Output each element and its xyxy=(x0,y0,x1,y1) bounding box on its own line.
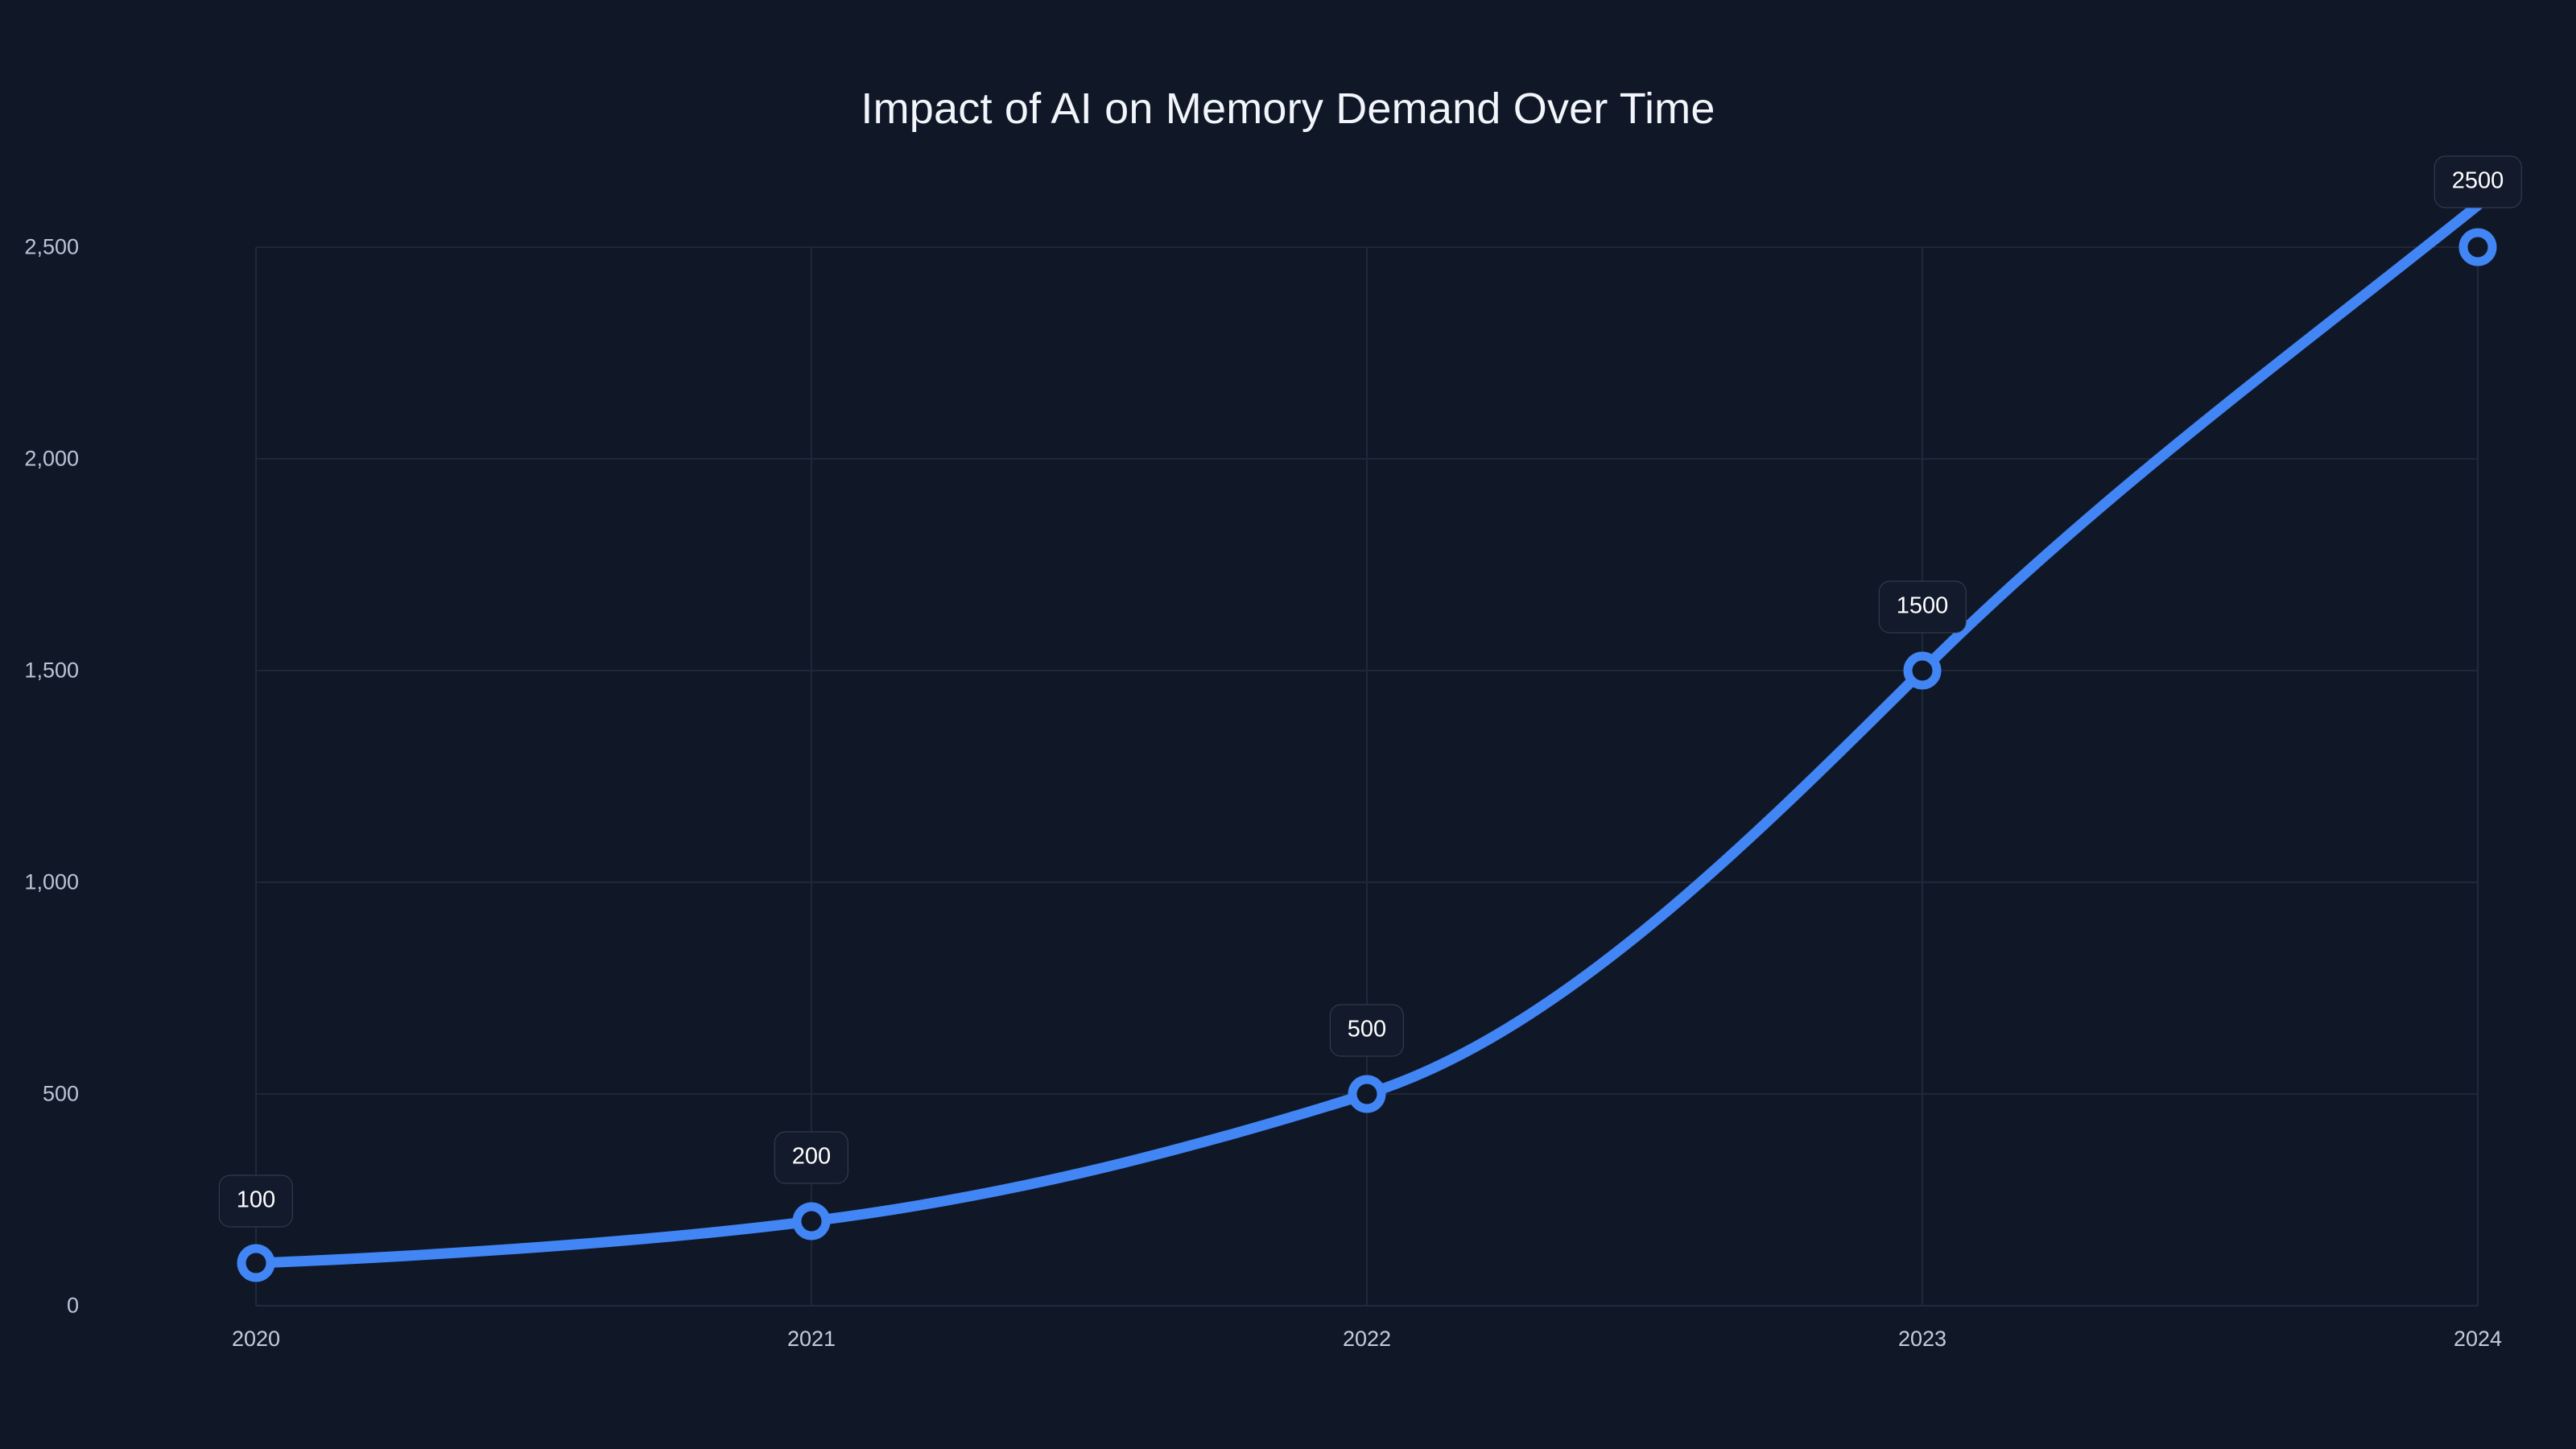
y-tick-label-2000: 2,000 xyxy=(24,446,79,471)
y-tick-label-1000: 1,000 xyxy=(24,869,79,894)
data-label-badge-2024: 2500 xyxy=(2434,155,2522,208)
x-tick-label-2024: 2024 xyxy=(2453,1327,2503,1351)
x-tick-label-2020: 2020 xyxy=(231,1327,281,1351)
y-tick-label-1500: 1,500 xyxy=(24,658,79,683)
chart-title: Impact of AI on Memory Demand Over Time xyxy=(861,85,1715,133)
data-point-marker-2024[interactable] xyxy=(2458,228,2497,266)
x-tick-label-2022: 2022 xyxy=(1342,1327,1392,1351)
data-label-badge-2021: 200 xyxy=(774,1131,849,1184)
data-point-marker-2023[interactable] xyxy=(1903,651,1942,690)
data-label-badge-2022: 500 xyxy=(1329,1004,1405,1057)
y-tick-label-500: 500 xyxy=(42,1081,79,1106)
data-line-memory-demand xyxy=(250,200,2483,1269)
y-tick-label-2500: 2,500 xyxy=(24,234,79,259)
x-tick-label-2023: 2023 xyxy=(1897,1327,1947,1351)
data-label-badge-2020: 100 xyxy=(218,1174,294,1228)
data-point-marker-2022[interactable] xyxy=(1348,1075,1386,1113)
x-tick-label-2021: 2021 xyxy=(786,1327,836,1351)
y-tick-label-0: 0 xyxy=(66,1293,79,1318)
data-point-markers xyxy=(237,228,2497,1282)
data-point-marker-2020[interactable] xyxy=(237,1244,275,1282)
data-point-marker-2021[interactable] xyxy=(792,1202,831,1241)
data-label-badge-2023: 1500 xyxy=(1878,580,1967,634)
vertical-gridlines xyxy=(255,247,2479,1306)
